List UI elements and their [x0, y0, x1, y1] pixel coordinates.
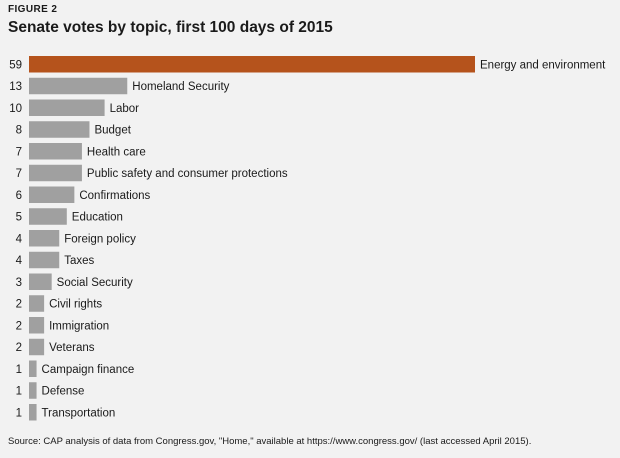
bar-category-label: Confirmations [79, 190, 150, 202]
bar-value-label: 2 [16, 320, 22, 332]
bar-value-label: 7 [16, 168, 22, 180]
bar [29, 56, 475, 73]
bar-category-label: Social Security [57, 277, 133, 289]
bar-category-label: Campaign finance [42, 364, 135, 376]
bar-value-label: 1 [16, 407, 22, 419]
bar-category-label: Health care [87, 146, 146, 158]
bar-category-label: Budget [94, 125, 131, 137]
bar-category-label: Defense [42, 386, 85, 398]
bar [29, 382, 37, 399]
bar-category-label: Transportation [42, 407, 116, 419]
bar-value-label: 4 [16, 233, 23, 245]
bar-value-label: 7 [16, 146, 22, 158]
bar-value-label: 10 [9, 103, 22, 115]
bar-value-label: 4 [16, 255, 23, 267]
figure-label: FIGURE 2 [8, 4, 58, 15]
bar [29, 186, 75, 203]
bar-value-label: 13 [9, 81, 22, 93]
bar-value-label: 59 [9, 59, 22, 71]
bar [29, 317, 45, 334]
bar [29, 164, 82, 182]
bar [29, 143, 82, 160]
bar [29, 121, 90, 138]
bar [29, 77, 128, 95]
source-note: Source: CAP analysis of data from Congre… [8, 436, 532, 447]
bar [29, 273, 52, 290]
bar-category-label: Homeland Security [132, 81, 229, 93]
chart-title: Senate votes by topic, first 100 days of… [8, 19, 333, 36]
bar-value-label: 8 [16, 125, 22, 137]
bar-category-label: Taxes [64, 255, 94, 267]
bar-value-label: 3 [16, 277, 22, 289]
bar-value-label: 5 [16, 212, 22, 224]
bar-category-label: Energy and environment [480, 59, 606, 71]
bar [29, 360, 37, 377]
bar-value-label: 1 [16, 386, 22, 398]
bar [29, 338, 45, 356]
bar-category-label: Public safety and consumer protections [87, 168, 288, 180]
bar-category-label: Civil rights [49, 299, 102, 311]
bar [29, 208, 67, 225]
bar [29, 99, 105, 116]
bar-category-label: Foreign policy [64, 233, 136, 245]
bar-value-label: 2 [16, 299, 22, 311]
bar [29, 295, 45, 312]
bar-value-label: 6 [16, 190, 22, 202]
bar [29, 404, 37, 421]
bar-category-label: Veterans [49, 342, 95, 354]
bar-value-label: 2 [16, 342, 22, 354]
bar-value-label: 1 [16, 364, 22, 376]
bar-category-label: Labor [110, 103, 140, 115]
bar-category-label: Immigration [49, 320, 109, 332]
bar [29, 230, 60, 247]
bar-category-label: Education [72, 212, 123, 224]
bar [29, 251, 60, 269]
